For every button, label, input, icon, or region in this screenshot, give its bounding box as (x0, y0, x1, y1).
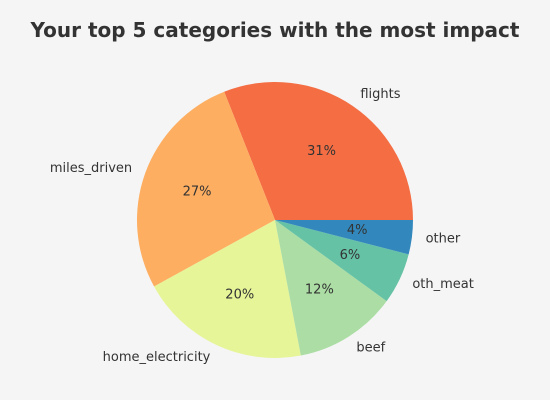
pie-slice-beef (275, 220, 387, 356)
pct-label-other: 4% (347, 223, 368, 238)
pct-label-miles-driven: 27% (183, 184, 212, 199)
pie-slice-miles-driven (137, 91, 275, 287)
slice-label-miles-driven: miles_driven (50, 161, 132, 176)
slice-label-home-electricity: home_electricity (103, 350, 211, 365)
pct-label-flights: 31% (307, 144, 336, 159)
pct-label-oth-meat: 6% (340, 248, 361, 263)
slice-label-beef: beef (356, 341, 385, 356)
pie-slice-flights (224, 81, 413, 220)
pct-label-beef: 12% (305, 282, 334, 297)
pie-slice-oth-meat (275, 220, 409, 302)
slice-label-oth-meat: oth_meat (412, 277, 474, 292)
slice-label-flights: flights (360, 87, 400, 102)
pct-label-home-electricity: 20% (225, 287, 254, 302)
pie-slice-home-electricity (154, 220, 301, 359)
chart-title: Your top 5 categories with the most impa… (30, 18, 520, 42)
pie-slice-other (275, 220, 413, 255)
slice-label-other: other (426, 232, 461, 247)
